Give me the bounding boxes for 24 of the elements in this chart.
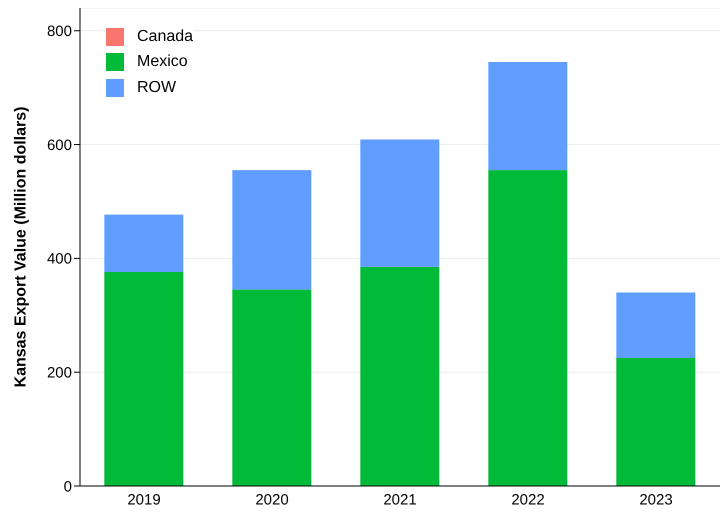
y-tick-label: 200 — [46, 364, 72, 382]
bar — [616, 292, 696, 358]
y-tick-label: 0 — [64, 478, 72, 496]
legend-label: ROW — [137, 78, 176, 97]
y-axis-title: Kansas Export Value (Million dollars) — [12, 106, 30, 388]
bar — [232, 290, 312, 486]
y-tick-label: 800 — [46, 23, 72, 40]
x-tick-label: 2021 — [383, 492, 417, 509]
x-tick-label: 2020 — [255, 492, 289, 509]
bar — [104, 272, 184, 486]
bar — [360, 266, 440, 486]
x-tick-label: 2022 — [511, 492, 545, 509]
x-tick-label: 2023 — [639, 492, 673, 509]
bar — [104, 214, 184, 272]
bar — [616, 358, 696, 486]
bar — [488, 170, 568, 486]
bar — [232, 170, 312, 290]
bar — [488, 62, 568, 170]
y-tick-label: 400 — [46, 250, 72, 268]
legend-label: Canada — [137, 28, 194, 46]
bar — [360, 139, 440, 267]
y-tick-label: 600 — [46, 136, 72, 154]
x-tick-label: 2019 — [127, 492, 161, 509]
legend-label: Mexico — [137, 53, 188, 72]
